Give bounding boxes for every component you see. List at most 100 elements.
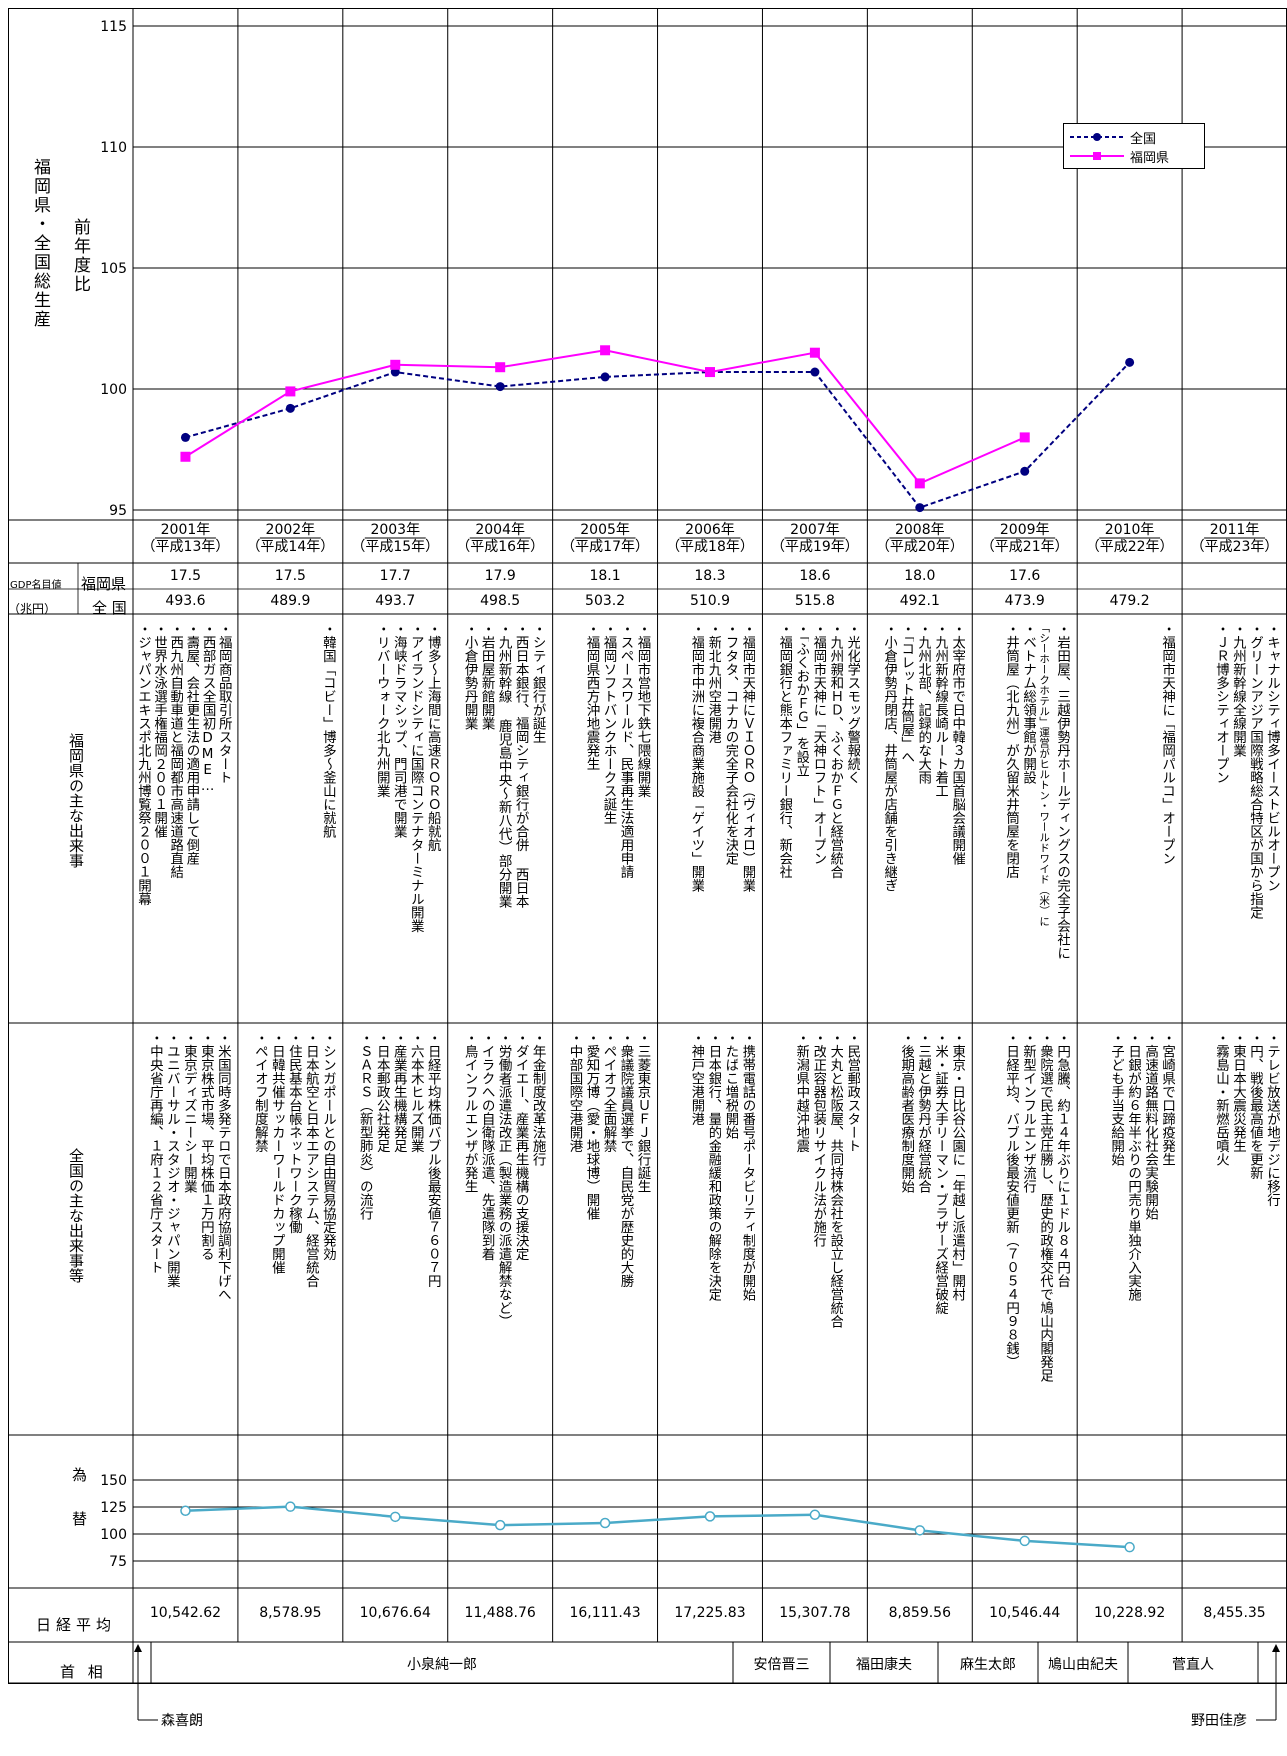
- fukuoka-event-8-0: ・岩田屋、三越伊勢丹ホールディングスの完全子会社に: [1054, 622, 1071, 960]
- gdp-row-fukuoka-label: 福岡県: [81, 575, 127, 593]
- fx-point-2: [390, 1511, 401, 1523]
- ytick-115: 115: [100, 19, 127, 35]
- fukuoka-events-label: 福岡県の主な出来事: [67, 733, 85, 868]
- mori-arrow-head: [134, 1644, 142, 1652]
- fukuoka-event-2-0: ・博多～上海間に高速ＲＯＲＯ船就航: [424, 622, 441, 852]
- year-label-9: 2010年: [1104, 522, 1155, 538]
- fx-point-3: [494, 1519, 506, 1531]
- national-event-7-0: ・東京・日比谷公園に「年越し派遣村」開村: [949, 1031, 966, 1301]
- fukuoka-event-1-0: ・韓国「コビー」博多～釜山に就航: [319, 622, 336, 838]
- fukuoka-event-3-3: ・岩田屋新館開業: [478, 622, 495, 730]
- point-national-1: [285, 403, 295, 413]
- nikkei-value-1: 8,578.95: [259, 1605, 322, 1621]
- fukuoka-event-7-1: ・九州新幹線長崎ルート着工: [932, 622, 949, 798]
- national-event-8-0: ・円急騰、約１４年ぶりに１ドル８４円台: [1054, 1031, 1071, 1288]
- gdp-national-7: 492.1: [899, 593, 940, 609]
- year-label-6: 2007年: [790, 522, 840, 538]
- gdp-fukuoka-6: 18.6: [799, 568, 831, 584]
- pm-label: 首 相: [60, 1663, 107, 1681]
- fukuoka-event-2-1: ・アイランドシティに国際コンテナターミナル開業: [407, 622, 424, 933]
- point-national-3: [495, 382, 505, 392]
- heisei-label-0: （平成13年）: [141, 539, 230, 555]
- national-event-5-2: ・日本銀行、量的金融緩和政策の解除を決定: [705, 1031, 722, 1301]
- point-fukuoka-4: [600, 345, 611, 356]
- national-event-8-3: ・日経平均、バブル後最安値更新（７０５４円９８銭）: [1003, 1031, 1020, 1369]
- pm-kan: 菅直人: [1172, 1657, 1214, 1673]
- national-event-6-1: ・大丸と松阪屋、共同持株会社を設立し経営統合: [827, 1031, 844, 1328]
- chart-grid: 95 100 105 110 115 75 100 125 150: [8, 8, 1287, 1721]
- series-line-1: [184, 349, 1026, 485]
- year-label-7: 2008年: [894, 522, 945, 538]
- heisei-label-9: （平成22年）: [1085, 539, 1174, 555]
- fukuoka-event-4-1: ・スペースワールド、民事再生法適用申請: [617, 622, 634, 879]
- year-label-1: 2002年: [265, 522, 316, 538]
- national-event-9-1: ・高速道路無料化社会実験開始: [1142, 1031, 1159, 1220]
- point-fukuoka-5: [705, 367, 715, 378]
- fukuoka-event-8-3: ・井筒屋（北九州）が久留米井筒屋を閉店: [1003, 622, 1020, 879]
- national-event-2-1: ・六本木ヒルズ開業: [407, 1031, 424, 1153]
- point-fukuoka-6: [809, 347, 820, 358]
- fx-ytick-75: 75: [109, 1554, 127, 1570]
- fx-point-8: [1019, 1535, 1030, 1547]
- point-national-0: [180, 432, 190, 442]
- national-event-3-3: ・イラクへの自衛隊派遣、先遣隊到着: [478, 1031, 495, 1261]
- national-event-0-0: ・米国同時多発テロで日本政府協調利下げへ: [214, 1031, 231, 1301]
- fukuoka-event-10-1: ・グリーンアジア国際戦略総合特区が国から指定: [1247, 622, 1263, 919]
- national-event-6-2: ・改正容器包装リサイクル法が施行: [810, 1031, 827, 1247]
- point-fukuoka-3: [495, 362, 506, 373]
- national-event-5-0: ・携帯電話の番号ポータビリティ制度が開始: [739, 1031, 756, 1301]
- gdp-label: GDP名目値: [10, 580, 62, 591]
- national-event-10-0: ・テレビ放送が地デジに移行: [1264, 1031, 1280, 1207]
- gdp-fukuoka-5: 18.3: [694, 568, 726, 584]
- fukuoka-event-4-0: ・福岡市営地下鉄七隈線開業: [634, 622, 651, 798]
- year-label-3: 2004年: [475, 522, 525, 538]
- fukuoka-event-5-2: ・新北九州空港開港: [705, 622, 722, 744]
- national-event-7-3: ・後期高齢者医療制度開始: [898, 1031, 915, 1193]
- nikkei-value-10: 8,455.35: [1203, 1605, 1266, 1621]
- national-event-3-1: ・ダイエー、産業再生機構の支援決定: [512, 1031, 529, 1261]
- point-national-2: [390, 367, 400, 377]
- gdp-fukuoka-8: 17.6: [1009, 568, 1041, 584]
- fukuoka-event-5-1: ・フタタ、コナカの完全子会社化を決定: [722, 622, 739, 865]
- fukuoka-event-6-2: ・福岡市天神に「天神ロフト」オープン: [810, 622, 827, 865]
- nikkei-value-2: 10,676.64: [359, 1605, 431, 1621]
- national-event-1-2: ・住民基本台帳ネットワーク稼働: [285, 1031, 302, 1234]
- national-event-1-4: ・ペイオフ制度解禁: [251, 1031, 268, 1153]
- fx-ytick-100: 100: [100, 1527, 127, 1543]
- national-event-2-3: ・日本郵政公社発足: [373, 1031, 390, 1153]
- pm-koizumi: 小泉純一郎: [407, 1657, 477, 1673]
- main-ylabel: 福岡県・全国総生産: [30, 158, 50, 329]
- national-event-10-3: ・霧島山・新燃岳噴火: [1213, 1031, 1229, 1166]
- national-event-3-2: ・労働者派遣法改正（製造業務の派遣解禁など）: [495, 1031, 512, 1328]
- national-event-8-2: ・新型インフルエンザ流行: [1020, 1031, 1037, 1193]
- national-event-1-1: ・日本航空と日本エアシステム、経営統合: [302, 1031, 319, 1288]
- nikkei-label: 日経平均: [36, 1616, 117, 1634]
- fx-point-7: [914, 1525, 926, 1536]
- point-national-9: [1125, 357, 1135, 367]
- fukuoka-event-7-0: ・太宰府市で日中韓３カ国首脳会議開催: [949, 622, 966, 865]
- national-event-4-1: ・衆議院議員選挙で、自民党が歴史的大勝: [617, 1031, 634, 1288]
- fukuoka-event-0-2: ・壽屋、会社更生法の適用申請して倒産: [183, 622, 200, 865]
- point-national-4: [600, 372, 610, 382]
- fx-ytick-150: 150: [100, 1473, 127, 1489]
- fx-point-0: [180, 1505, 191, 1517]
- national-event-7-1: ・米・証券大手リーマン・ブラザーズ経営破綻: [932, 1031, 949, 1315]
- noda-arrow-head: [1272, 1644, 1280, 1652]
- pm-abe: 安倍晋三: [753, 1657, 810, 1673]
- gdp-national-9: 479.2: [1109, 593, 1150, 609]
- year-label-4: 2005年: [580, 522, 630, 538]
- national-event-6-0: ・民営郵政スタート: [844, 1031, 861, 1153]
- national-event-2-2: ・産業再生機構発足: [390, 1031, 407, 1153]
- fukuoka-event-2-2: ・海峡ドラマシップ、門司港で開業: [390, 622, 407, 838]
- heisei-label-5: （平成18年）: [666, 539, 754, 555]
- fukuoka-event-4-3: ・福岡県西方沖地震発生: [583, 622, 600, 771]
- national-event-1-3: ・日韓共催サッカーワールドカップ開催: [268, 1031, 285, 1274]
- pm-mori: 森喜朗: [161, 1713, 203, 1729]
- national-event-9-3: ・子ども手当支給開始: [1108, 1031, 1125, 1166]
- legend-national: 全国: [1130, 132, 1157, 147]
- national-event-4-0: ・三菱東京ＵＦＪ銀行誕生: [634, 1031, 651, 1193]
- national-event-0-2: ・東京ディズニーシー開業: [180, 1031, 197, 1193]
- point-fukuoka-1: [285, 386, 296, 397]
- gdp-national-3: 498.5: [480, 593, 521, 609]
- national-event-0-3: ・ユニバーサル・スタジオ・ジャパン開業: [163, 1031, 180, 1288]
